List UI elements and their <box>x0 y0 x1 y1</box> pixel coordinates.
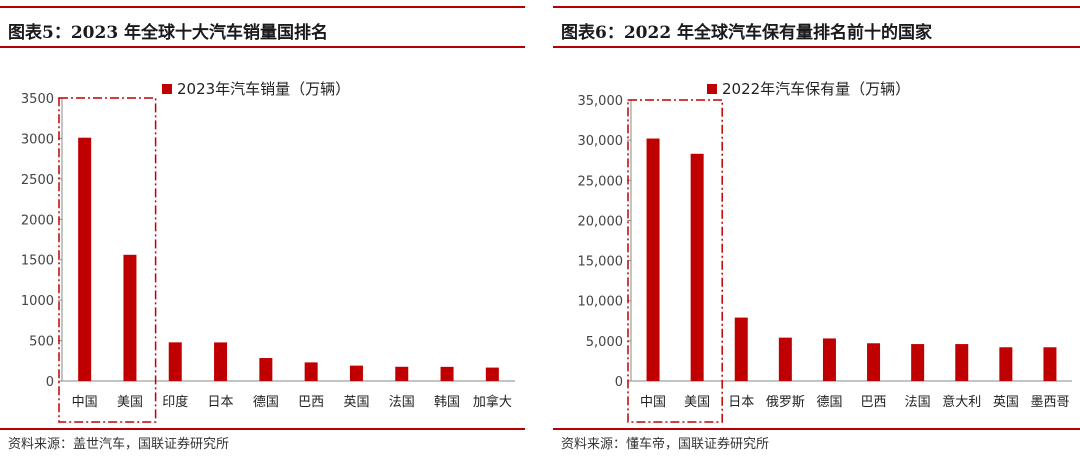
bar <box>911 344 925 381</box>
y-tick-label: 30,000 <box>578 134 624 149</box>
y-tick-label: 1000 <box>21 294 54 309</box>
source-note: 资料来源：盖世汽车，国联证券研究所 <box>8 437 230 452</box>
bar <box>485 367 499 381</box>
y-tick-label: 35,000 <box>578 94 624 109</box>
title-bar: 图表5：2023 年全球十大汽车销量国排名 <box>0 6 525 48</box>
category-label: 美国 <box>117 395 143 410</box>
category-label: 墨西哥 <box>1030 395 1069 410</box>
legend-label: 2022年汽车保有量（万辆） <box>722 80 910 98</box>
bar <box>168 342 182 381</box>
category-label: 法国 <box>389 395 415 410</box>
category-label: 韩国 <box>434 395 460 410</box>
category-label: 美国 <box>684 395 710 410</box>
source-divider <box>0 428 525 430</box>
ownership-bar-chart: 2022年汽车保有量（万辆） 0 5,000 10,000 15,000 20,000 25… <box>578 80 1072 423</box>
chart-panel-ownership: 图表6：2022 年全球汽车保有量排名前十的国家 2022年汽车保有量（万辆） 0… <box>553 0 1080 460</box>
bar <box>999 347 1013 381</box>
bar <box>646 138 660 381</box>
category-label: 日本 <box>208 395 234 410</box>
y-tick-label: 15,000 <box>578 255 624 270</box>
y-tick-label: 1500 <box>21 254 54 269</box>
bar <box>304 362 318 381</box>
bar <box>867 343 881 381</box>
sales-bar-chart: 2023年汽车销量（万辆） 0 500 1000 1500 2000 2500 3000 350… <box>21 80 515 423</box>
category-label: 日本 <box>728 395 754 410</box>
bar <box>955 344 969 381</box>
source-divider <box>553 428 1080 430</box>
bar <box>1043 347 1057 381</box>
legend-swatch <box>707 84 717 94</box>
category-label: 法国 <box>905 395 931 410</box>
bar <box>440 366 454 381</box>
category-label: 俄罗斯 <box>766 395 805 410</box>
title-bar: 图表6：2022 年全球汽车保有量排名前十的国家 <box>553 6 1080 48</box>
y-tick-label: 500 <box>29 335 54 350</box>
highlight-box <box>627 99 723 423</box>
bar <box>734 317 748 381</box>
bar <box>123 254 137 381</box>
category-label: 德国 <box>816 395 842 410</box>
chart-panel-sales: 图表5：2023 年全球十大汽车销量国排名 2023年汽车销量（万辆） 0 500 1… <box>0 0 525 460</box>
y-tick-label: 0 <box>46 375 54 390</box>
category-label: 德国 <box>253 395 279 410</box>
legend-label: 2023年汽车销量（万辆） <box>177 80 350 98</box>
category-label: 英国 <box>993 395 1019 410</box>
chart-title: 图表5：2023 年全球十大汽车销量国排名 <box>8 23 329 43</box>
y-tick-label: 10,000 <box>578 295 624 310</box>
y-tick-label: 20,000 <box>578 214 624 229</box>
category-label: 中国 <box>640 395 666 410</box>
bar <box>778 337 792 381</box>
category-label: 意大利 <box>942 394 981 410</box>
y-tick-label: 0 <box>615 375 623 390</box>
y-tick-label: 3500 <box>21 92 54 107</box>
y-tick-label: 5,000 <box>586 335 623 350</box>
bar <box>259 358 273 381</box>
source-note: 资料来源：懂车帝，国联证券研究所 <box>561 437 770 452</box>
y-tick-label: 3000 <box>21 132 54 147</box>
bar <box>395 366 409 381</box>
chart-title: 图表6：2022 年全球汽车保有量排名前十的国家 <box>561 23 933 43</box>
category-label: 中国 <box>72 395 98 410</box>
category-label: 巴西 <box>861 395 887 410</box>
highlight-box <box>58 97 157 423</box>
category-label: 加拿大 <box>473 394 512 410</box>
legend-swatch <box>162 84 172 94</box>
y-tick-label: 2000 <box>21 213 54 228</box>
bar <box>690 153 704 381</box>
bar <box>214 342 228 381</box>
category-label: 印度 <box>162 394 188 410</box>
y-tick-label: 25,000 <box>578 174 624 189</box>
category-label: 英国 <box>343 395 369 410</box>
y-tick-label: 2500 <box>21 173 54 188</box>
category-label: 巴西 <box>298 395 324 410</box>
bar <box>349 365 363 381</box>
bar <box>822 338 836 381</box>
bar <box>78 137 92 381</box>
